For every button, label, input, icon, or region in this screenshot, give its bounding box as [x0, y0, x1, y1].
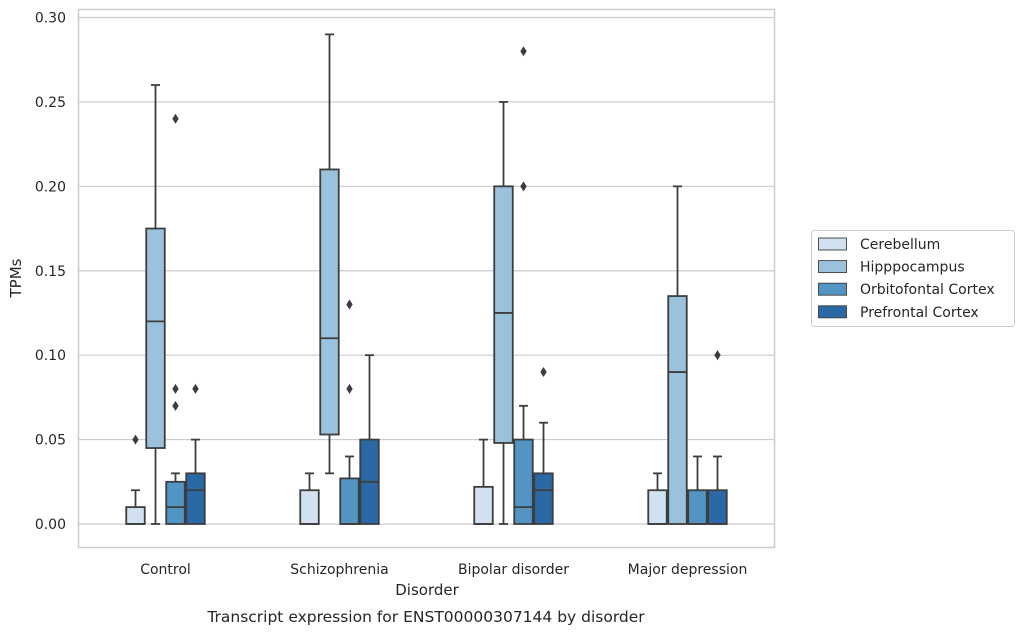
box-item	[185, 383, 206, 525]
outlier-marker	[520, 181, 527, 192]
y-tick-label: 0.20	[35, 179, 66, 195]
y-tick-label: 0.00	[35, 517, 66, 533]
x-tick-label: Schizophrenia	[290, 562, 388, 578]
box-rect	[707, 489, 728, 525]
box-rect	[165, 480, 186, 525]
legend-entry: Prefrontal Cortex	[818, 305, 979, 321]
series-prefrontal-cortex	[185, 350, 728, 525]
outlier-marker	[346, 383, 353, 394]
box-item	[319, 33, 340, 475]
box-rect	[667, 295, 688, 525]
box-item	[339, 299, 360, 525]
outlier-marker	[172, 383, 179, 394]
box-item	[493, 101, 514, 525]
legend-swatch	[818, 237, 847, 251]
outlier-marker	[346, 299, 353, 310]
outlier-marker	[540, 367, 547, 378]
box-item	[359, 354, 380, 525]
box-rect	[125, 506, 146, 525]
box-item	[647, 472, 668, 525]
box-rect	[473, 485, 494, 525]
y-tick-label: 0.25	[35, 95, 66, 111]
box-rect	[145, 227, 166, 449]
x-tick-label: Control	[140, 562, 191, 578]
x-axis-ticks: Control Schizophrenia Bipolar disorder Majo…	[140, 562, 747, 578]
outlier-marker	[132, 434, 139, 445]
box-rect	[185, 472, 206, 525]
box-rect	[339, 477, 360, 525]
legend-entry: Cerebellum	[818, 237, 940, 253]
plot-area-frame	[77, 8, 776, 549]
legend-label: Orbitofontal Cortex	[860, 282, 995, 298]
legend-entry: Hipppocampus	[818, 260, 965, 276]
y-tick-label: 0.05	[35, 433, 66, 449]
box-rect	[687, 489, 708, 525]
legend-swatch	[818, 282, 847, 296]
legend-label: Cerebellum	[860, 237, 940, 253]
legend: Cerebellum Hipppocampus Orbitofontal Corte…	[811, 230, 1015, 327]
box-rect	[533, 472, 554, 525]
y-tick-label: 0.15	[35, 264, 66, 280]
outlier-marker	[520, 46, 527, 57]
y-tick-label: 0.10	[35, 348, 66, 364]
box-item	[473, 438, 494, 525]
series-orbitofontal-cortex	[165, 46, 708, 525]
legend-label: Hipppocampus	[860, 260, 965, 276]
y-axis-ticks: 0.00 0.05 0.10 0.15 0.20 0.25 0.30	[35, 11, 66, 534]
box-item	[707, 350, 728, 525]
series-hipppocampus	[145, 33, 688, 525]
legend-entry: Orbitofontal Cortex	[818, 282, 995, 298]
legend-frame	[811, 230, 1015, 327]
chart-caption: Transcript expression for ENST0000030714…	[206, 608, 645, 626]
box-item	[533, 367, 554, 525]
x-tick-label: Major depression	[628, 562, 748, 578]
y-tick-label: 0.30	[35, 11, 66, 27]
legend-label: Prefrontal Cortex	[860, 305, 979, 321]
box-item	[145, 84, 166, 525]
x-axis-label: Disorder	[395, 581, 459, 599]
box-item	[165, 113, 186, 525]
series-cerebellum	[125, 434, 668, 525]
box-item	[687, 455, 708, 525]
x-tick-label: Bipolar disorder	[458, 562, 569, 578]
box-item	[299, 472, 320, 525]
box-series	[125, 33, 728, 525]
legend-swatch	[818, 260, 847, 274]
box-item	[125, 434, 146, 525]
box-rect	[647, 489, 668, 525]
box-item	[513, 46, 534, 525]
legend-swatch	[818, 305, 847, 319]
outlier-marker	[172, 113, 179, 124]
box-rect	[513, 438, 534, 525]
box-rect	[299, 489, 320, 525]
outlier-marker	[192, 383, 199, 394]
outlier-marker	[714, 350, 721, 361]
box-rect	[319, 168, 340, 436]
outlier-marker	[172, 400, 179, 411]
box-item	[667, 185, 688, 525]
y-axis-label: TPMs	[7, 258, 25, 298]
box-rect	[493, 185, 514, 444]
